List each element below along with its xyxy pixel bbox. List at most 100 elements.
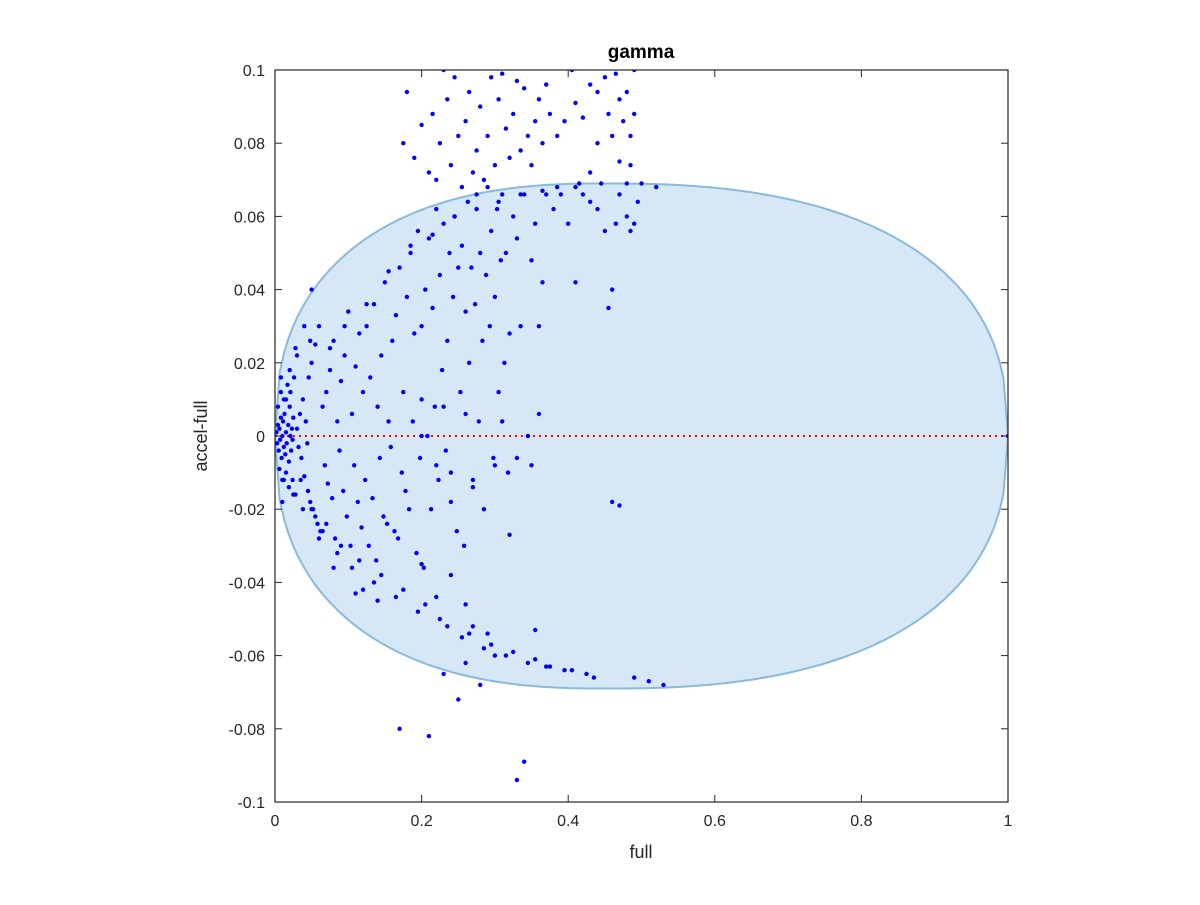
data-point — [437, 141, 443, 146]
data-point — [459, 184, 465, 190]
data-point — [496, 97, 501, 102]
data-point — [280, 419, 286, 424]
data-point — [415, 228, 421, 234]
data-point — [536, 97, 542, 102]
data-point — [393, 594, 399, 600]
data-point — [357, 331, 362, 336]
data-point — [573, 184, 578, 190]
data-point — [639, 181, 644, 186]
data-point — [286, 459, 292, 464]
data-point — [305, 488, 311, 494]
data-point — [296, 444, 301, 450]
data-point — [300, 507, 306, 512]
y-tick-label: 0.08 — [234, 136, 265, 153]
data-point — [654, 184, 659, 190]
data-point — [352, 463, 357, 468]
data-point — [533, 221, 538, 226]
data-point — [547, 111, 553, 117]
data-point — [503, 250, 509, 256]
data-point — [591, 675, 597, 680]
data-point — [485, 184, 490, 190]
data-point — [447, 250, 452, 256]
data-point — [448, 499, 454, 505]
data-point — [617, 159, 622, 164]
data-point — [511, 649, 516, 655]
data-point — [290, 477, 295, 483]
data-point — [294, 426, 300, 431]
data-point — [423, 287, 428, 292]
data-point — [606, 111, 611, 117]
data-point — [602, 228, 608, 234]
data-point — [540, 280, 545, 285]
data-point — [514, 236, 520, 241]
data-point — [602, 75, 608, 80]
data-point — [434, 177, 439, 182]
data-point — [324, 521, 329, 526]
data-point — [489, 75, 494, 80]
data-point — [305, 441, 310, 446]
data-point — [359, 525, 364, 530]
data-point — [617, 192, 622, 197]
data-point — [481, 507, 487, 512]
data-point — [342, 324, 347, 329]
data-point — [536, 411, 542, 417]
data-point — [467, 631, 472, 636]
data-point — [566, 221, 571, 226]
data-point — [540, 141, 545, 146]
data-point — [459, 243, 465, 248]
data-point — [430, 111, 435, 117]
data-point — [448, 470, 454, 475]
data-point — [624, 181, 629, 186]
data-point — [470, 624, 476, 629]
data-point — [412, 155, 417, 160]
data-point — [437, 272, 443, 278]
data-point — [463, 119, 468, 124]
data-point — [573, 100, 578, 106]
data-point — [366, 543, 371, 548]
data-point — [439, 367, 445, 373]
data-point — [374, 558, 379, 563]
data-point — [525, 660, 531, 666]
x-axis-label: full — [629, 842, 652, 862]
data-point — [283, 470, 289, 475]
data-point — [463, 660, 468, 666]
data-point — [414, 550, 419, 556]
data-point — [441, 221, 446, 226]
data-point — [485, 631, 490, 636]
data-point — [588, 82, 593, 87]
data-point — [327, 346, 333, 351]
data-point — [547, 664, 553, 669]
data-point — [481, 177, 487, 182]
data-point — [322, 463, 327, 468]
y-tick-label: 0.02 — [234, 356, 265, 373]
data-point — [353, 591, 358, 596]
data-point — [430, 232, 435, 237]
data-point — [325, 481, 330, 486]
data-point — [353, 364, 358, 369]
data-point — [309, 507, 314, 512]
y-tick-label: 0.1 — [243, 63, 265, 80]
data-point — [316, 536, 322, 541]
y-tick-label: -0.08 — [229, 722, 266, 739]
data-point — [393, 313, 399, 318]
data-point — [514, 777, 520, 783]
chart-title: gamma — [608, 42, 675, 63]
data-point — [275, 441, 280, 446]
data-point — [533, 657, 538, 662]
data-point — [522, 759, 527, 764]
data-point — [346, 309, 351, 314]
data-point — [355, 499, 360, 505]
data-point — [308, 338, 313, 343]
data-point — [498, 258, 503, 263]
data-point — [480, 338, 485, 343]
axes-layer: 0 0.2 0.4 0.6 0.8 1 -0.1 -0.08 -0.06 -0.04 -0.02 0 0… — [229, 63, 1013, 830]
data-point — [284, 441, 289, 446]
data-point — [397, 265, 402, 270]
data-point — [386, 269, 391, 274]
y-tick-label: -0.06 — [229, 649, 266, 666]
x-tick-label: 0.8 — [850, 813, 872, 830]
data-point — [277, 437, 283, 442]
data-point — [465, 199, 470, 204]
x-tick-label: 0 — [271, 813, 280, 830]
data-point — [401, 141, 406, 146]
